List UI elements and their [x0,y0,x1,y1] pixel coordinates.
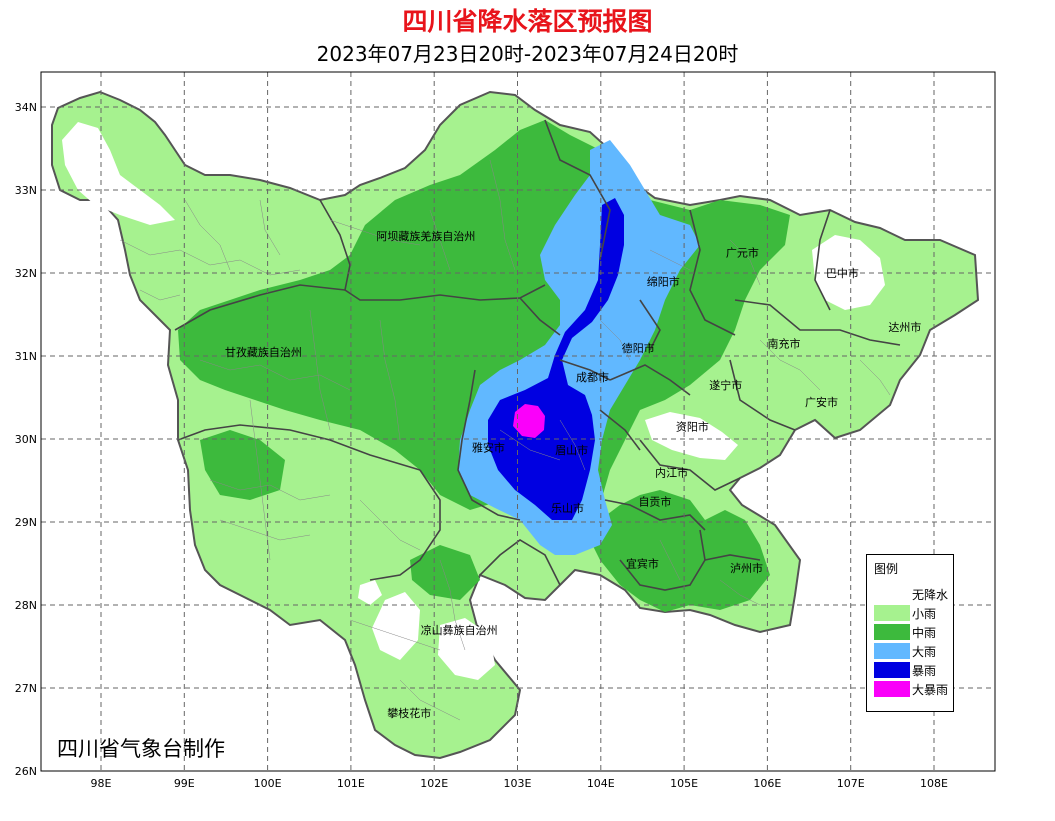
no-rain-area [812,235,885,310]
legend-swatch [874,605,910,621]
place-label: 内江市 [655,465,688,479]
legend-swatch [874,643,910,659]
place-label: 攀枝花市 [387,706,431,720]
map-title: 四川省降水落区预报图 [402,7,653,36]
legend-item-no-rain: 无降水 [874,586,948,602]
no-rain-area [358,580,382,605]
lon-tick-label: 100E [254,777,282,790]
place-label: 资阳市 [676,420,709,434]
legend-item-moderate-rain: 中雨 [874,624,936,640]
legend-swatch [874,624,910,640]
place-label: 阿坝藏族羌族自治州 [376,229,475,243]
lat-tick-label: 32N [15,267,37,280]
county-boundaries [119,159,891,721]
lon-tick-label: 108E [920,777,948,790]
place-label: 宜宾市 [626,557,659,571]
legend-item-light-rain: 小雨 [874,605,936,621]
no-rain-area [645,412,738,460]
map-frame [40,71,996,772]
place-label: 雅安市 [472,440,505,454]
no-rain-area [372,592,420,660]
legend-swatch [874,662,910,678]
place-label: 绵阳市 [647,274,680,288]
lat-tick-label: 28N [15,599,37,612]
place-label: 广元市 [726,245,759,259]
legend-label: 暴雨 [912,663,937,678]
lon-tick-label: 103E [504,777,532,790]
legend-label: 大雨 [912,644,937,659]
moderate-rain-patch [410,545,480,600]
place-label: 乐山市 [551,501,584,515]
legend: 图例 无降水 小雨 中雨 大雨 暴雨 大暴雨 [866,554,954,712]
place-label: 成都市 [576,370,609,384]
place-label: 广安市 [805,395,838,409]
legend-item-heavy-rain: 大雨 [874,643,936,659]
place-label: 南充市 [768,337,801,351]
no-rain-area [438,618,495,680]
lon-tick-label: 106E [753,777,781,790]
axis-ticks: 98E 99E 100E 101E 102E 103E 104E 105E 106E 107E 10… [15,101,948,790]
lat-tick-label: 34N [15,101,37,114]
no-rain-area [62,122,175,225]
place-label: 达州市 [888,320,921,334]
lat-tick-label: 26N [15,765,37,778]
place-label: 巴中市 [826,266,859,280]
place-label: 遂宁市 [709,378,742,392]
lat-tick-label: 31N [15,350,37,363]
lat-tick-label: 33N [15,184,37,197]
legend-label: 小雨 [912,606,937,621]
prefecture-boundaries [174,119,901,591]
legend-title: 图例 [874,562,899,576]
heavy-rainstorm-area [513,404,545,438]
lon-tick-label: 102E [420,777,448,790]
lon-tick-label: 107E [837,777,865,790]
place-label: 凉山彝族自治州 [421,623,498,637]
legend-item-rainstorm: 暴雨 [874,662,936,678]
place-label: 德阳市 [622,341,655,355]
place-label: 泸州市 [730,561,763,575]
place-label: 甘孜藏族自治州 [225,345,302,359]
lon-tick-label: 101E [337,777,365,790]
lon-tick-label: 98E [91,777,112,790]
place-label: 眉山市 [555,443,588,457]
producer-credit: 四川省气象台制作 [57,737,225,761]
lon-tick-label: 105E [670,777,698,790]
lat-tick-label: 29N [15,516,37,529]
legend-swatch [874,586,910,602]
legend-label: 无降水 [912,587,949,602]
lon-tick-label: 104E [587,777,615,790]
moderate-rain-patch [200,430,285,500]
legend-label: 大暴雨 [912,682,949,697]
lat-tick-label: 27N [15,682,37,695]
legend-swatch [874,681,910,697]
moderate-rain-south [590,490,770,612]
legend-item-heavy-rainstorm: 大暴雨 [874,681,948,697]
legend-label: 中雨 [912,625,937,640]
lon-tick-label: 99E [174,777,195,790]
place-label: 自贡市 [638,494,671,508]
forecast-period: 2023年07月23日20时-2023年07月24日20时 [316,42,739,66]
lat-lon-grid [41,72,995,771]
lat-tick-label: 30N [15,433,37,446]
